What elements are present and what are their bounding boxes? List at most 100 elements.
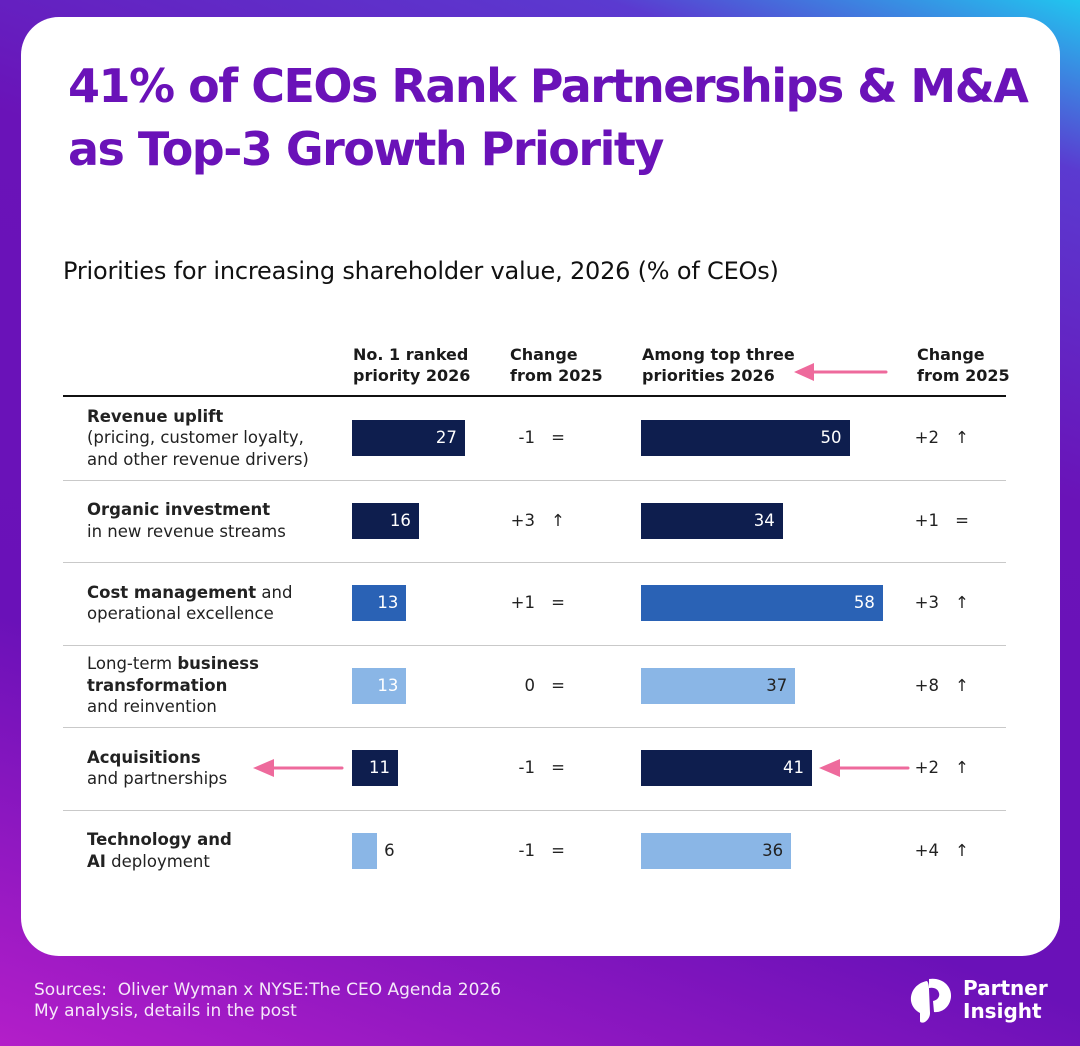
bar-no1-value: 6	[384, 840, 395, 860]
bar-top3	[641, 585, 883, 621]
change-top3: +8 ↑	[905, 668, 971, 704]
change-top3-value: +2	[914, 428, 939, 447]
row-label-bold: AI	[87, 851, 106, 871]
change-top3: +4 ↑	[905, 833, 971, 869]
change-no1-value: -1	[518, 428, 535, 447]
bar-top3-value: 37	[766, 675, 788, 695]
bar-top3	[641, 502, 783, 539]
equal-icon: =	[551, 840, 565, 860]
row-label-text: and	[256, 582, 293, 602]
bar-top3	[641, 420, 850, 456]
equal-icon: =	[551, 428, 565, 447]
column-header-no1-change: Change from 2025	[510, 345, 603, 385]
change-no1: +1 =	[505, 585, 567, 621]
brand-line-1: Partner	[963, 976, 1048, 1000]
row-label-bold: Revenue uplift	[87, 406, 224, 426]
equal-icon: =	[551, 675, 565, 695]
row-separator	[63, 809, 1006, 811]
up-arrow-icon: ↑	[955, 593, 969, 612]
row-label-bold: Acquisitions	[87, 747, 201, 767]
bar-no1-value: 13	[377, 675, 399, 695]
bar-no1-value: 16	[389, 510, 411, 530]
page-title: 41% of CEOs Rank Partnerships & M&A as To…	[68, 55, 1048, 181]
title-line-2: as Top-3 Growth Priority	[68, 122, 664, 176]
up-arrow-icon: ↑	[955, 675, 969, 695]
chart-card	[21, 17, 1060, 956]
change-top3-value: +3	[914, 593, 939, 612]
equal-icon: =	[551, 593, 565, 612]
change-top3-value: +2	[914, 758, 939, 777]
change-top3-value: +1	[914, 510, 939, 530]
row-label: Revenue uplift (pricing, customer loyalty…	[87, 406, 337, 471]
bar-no1	[352, 750, 398, 786]
bar-no1	[352, 420, 465, 456]
sources-line-1: Sources: Oliver Wyman x NYSE:The CEO Age…	[34, 980, 502, 1000]
up-arrow-icon: ↑	[955, 758, 969, 777]
footer-sources: Sources: Oliver Wyman x NYSE:The CEO Age…	[34, 980, 501, 1022]
row-separator	[63, 562, 1006, 563]
change-top3: +3 ↑	[905, 585, 971, 621]
row-label-text: and other revenue drivers)	[87, 449, 309, 469]
change-no1: 0 =	[505, 668, 567, 704]
up-arrow-icon: ↑	[955, 428, 969, 447]
partner-insight-logo-icon	[910, 978, 952, 1023]
column-header-no1: No. 1 ranked priority 2026	[353, 345, 471, 385]
change-top3: +2 ↑	[905, 420, 971, 456]
row-separator	[63, 727, 1006, 728]
brand-line-2: Insight	[963, 999, 1042, 1023]
row-label-text: in new revenue streams	[87, 521, 286, 541]
sources-line-2: My analysis, details in the post	[34, 1001, 297, 1021]
bar-top3	[641, 667, 796, 704]
bar-top3-value: 50	[820, 428, 842, 447]
row-label-bold: business	[177, 654, 259, 674]
column-header-top3: Among top three priorities 2026	[642, 345, 795, 385]
row-label-text: and partnerships	[87, 769, 228, 788]
up-arrow-icon: ↑	[955, 840, 969, 860]
title-line-1: 41% of CEOs Rank Partnerships & M&A	[68, 59, 1029, 113]
change-no1-value: -1	[518, 840, 535, 860]
bar-no1	[352, 502, 419, 539]
bar-no1-value: 27	[435, 428, 457, 447]
change-no1-value: +3	[510, 510, 535, 530]
change-top3-value: +4	[914, 840, 939, 860]
bar-top3	[641, 832, 792, 869]
bar-no1-value: 11	[368, 758, 390, 777]
chart-title: Priorities for increasing shareholder va…	[63, 257, 779, 285]
row-separator	[63, 644, 1006, 646]
row-label-bold: Technology and	[87, 830, 232, 849]
row-label-bold: Cost management	[87, 582, 257, 602]
row-label-text: (pricing, customer loyalty,	[87, 428, 304, 448]
row-label: Acquisitions and partnerships	[87, 747, 337, 790]
change-top3-value: +8	[914, 675, 939, 695]
change-no1: -1 =	[505, 750, 567, 786]
change-no1-value: +1	[510, 593, 535, 612]
row-label-text: operational excellence	[87, 604, 274, 623]
row-label-text: deployment	[105, 851, 210, 871]
change-top3: +1 =	[905, 503, 971, 539]
row-label-text: Long-term	[87, 654, 178, 674]
header-highlight-arrow-icon	[794, 363, 888, 381]
change-no1: -1 =	[505, 420, 567, 456]
bar-top3-value: 34	[753, 510, 775, 530]
bar-no1-value: 13	[377, 593, 399, 612]
row-label: Cost management and operational excellenc…	[87, 582, 337, 625]
bar-top3-value: 41	[782, 758, 804, 777]
change-no1-value: -1	[518, 758, 535, 777]
column-header-top3-change: Change from 2025	[917, 345, 1010, 385]
change-no1-value: 0	[524, 675, 536, 695]
row-label-text: and reinvention	[87, 697, 217, 717]
row-label: Organic investment in new revenue streams	[87, 499, 337, 542]
row-label-bold: transformation	[87, 675, 228, 695]
bar-top3-value: 58	[853, 593, 875, 612]
bar-top3-value: 36	[762, 840, 784, 860]
header-rule	[63, 395, 1006, 397]
bar-top3	[641, 750, 812, 786]
change-top3: +2 ↑	[905, 750, 971, 786]
highlight-arrow-label-icon	[253, 759, 344, 777]
up-arrow-icon: ↑	[551, 510, 565, 530]
bar-no1	[352, 832, 378, 869]
row-label-bold: Organic investment	[87, 500, 271, 519]
change-no1: -1 =	[505, 833, 567, 869]
bar-no1	[352, 585, 407, 621]
equal-icon: =	[955, 510, 969, 530]
